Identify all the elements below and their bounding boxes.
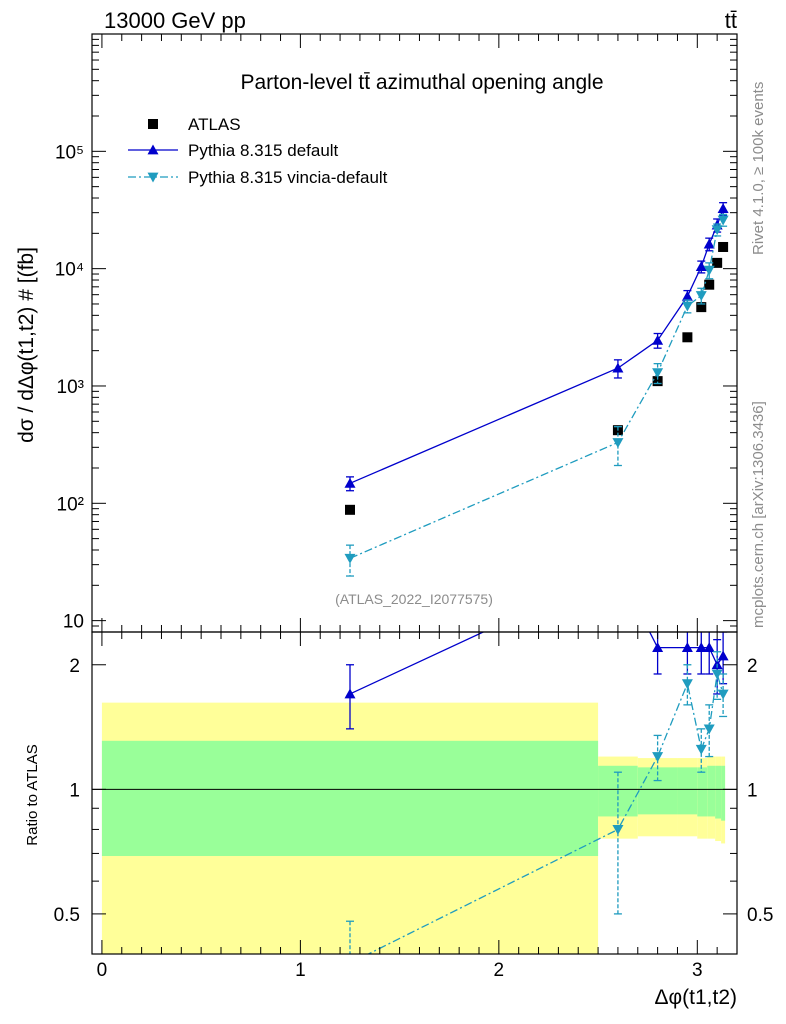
ratio-point-pythia-default xyxy=(652,642,664,653)
y-tick-label: 10 xyxy=(63,612,84,633)
legend-marker-atlas xyxy=(148,119,158,129)
y-tick-label: 10³ xyxy=(57,377,84,398)
ratio-point-pythia-default xyxy=(717,650,729,661)
x-tick-label: 2 xyxy=(494,960,505,981)
inner-band-bin xyxy=(721,765,726,821)
ratio-point-pythia-default xyxy=(681,642,693,653)
legend-label: Pythia 8.315 vincia-default xyxy=(188,168,388,187)
x-axis-label: Δφ(t1,t2) xyxy=(655,986,738,1009)
legend-marker-pythia-vincia xyxy=(147,172,159,183)
mcplots-label: mcplots.cern.ch [arXiv:1306.3436] xyxy=(750,401,767,628)
x-tick-label: 3 xyxy=(692,960,703,981)
ratio-y-tick-label-right: 0.5 xyxy=(747,905,773,926)
analysis-watermark: (ATLAS_2022_I2077575) xyxy=(335,591,493,607)
y-tick-label: 10⁴ xyxy=(55,260,84,281)
ratio-plot-frame xyxy=(91,631,738,955)
y-tick-label: 10⁵ xyxy=(55,142,84,163)
data-point-pythia-vincia xyxy=(711,225,723,236)
ratio-point-pythia-vincia xyxy=(681,679,693,690)
ratio-point-pythia-default xyxy=(612,564,623,574)
process-label: tt̄ xyxy=(725,8,737,33)
ratio-y-tick-label-right: 2 xyxy=(747,656,758,677)
data-point-pythia-vincia xyxy=(652,368,664,379)
y-axis-label: dσ / dΔφ(t1,t2) # [(fb] xyxy=(15,247,38,443)
ratio-y-tick-label-right: 1 xyxy=(747,780,758,801)
inner-band-bin xyxy=(707,765,716,817)
ratio-point-pythia-vincia xyxy=(612,825,624,835)
ratio-point-pythia-vincia xyxy=(652,752,664,763)
data-point-atlas xyxy=(682,332,693,343)
main-plot-series xyxy=(344,202,729,577)
data-point-pythia-vincia xyxy=(717,215,729,226)
ratio-point-pythia-vincia xyxy=(345,959,356,969)
data-point-atlas xyxy=(696,302,707,313)
x-tick-label: 0 xyxy=(97,960,108,981)
data-point-pythia-default xyxy=(344,477,356,488)
legend: ATLAS Pythia 8.315 default Pythia 8.315 vi… xyxy=(128,115,388,187)
legend-label: Pythia 8.315 default xyxy=(188,141,339,160)
data-point-atlas xyxy=(652,376,663,387)
data-point-pythia-default xyxy=(695,261,707,272)
inner-band-bin xyxy=(677,767,698,815)
ratio-y-tick-label-left: 0.5 xyxy=(54,905,80,926)
rivet-version-label: Rivet 4.1.0, ≥ 100k events xyxy=(750,82,767,255)
chart-title: Parton-level tt̄ azimuthal opening angle xyxy=(240,71,603,94)
data-point-pythia-default xyxy=(703,238,715,249)
data-point-pythia-default xyxy=(612,362,624,373)
data-point-pythia-vincia xyxy=(681,301,693,312)
ratio-plot-series xyxy=(344,564,729,969)
inner-band-bin xyxy=(715,765,722,819)
inner-band-bin xyxy=(101,740,599,857)
data-point-atlas xyxy=(704,279,715,290)
ratio-point-pythia-default xyxy=(695,642,707,653)
energy-label: 13000 GeV pp xyxy=(104,8,246,33)
uncertainty-bands xyxy=(101,702,726,954)
legend-label: ATLAS xyxy=(188,115,241,134)
ratio-point-pythia-vincia xyxy=(711,669,723,680)
ratio-point-pythia-default xyxy=(703,642,715,653)
series-line-1 xyxy=(349,208,724,484)
ratio-line-2 xyxy=(367,673,724,954)
inner-band-bin xyxy=(697,767,708,817)
data-point-pythia-vincia xyxy=(703,265,715,276)
ratio-y-tick-label-left: 1 xyxy=(69,780,80,801)
data-point-pythia-vincia xyxy=(612,438,624,448)
legend-marker-pythia-default xyxy=(147,144,159,155)
data-point-pythia-default xyxy=(681,290,693,301)
ratio-point-pythia-vincia xyxy=(695,744,707,755)
data-point-atlas xyxy=(712,257,723,268)
data-point-pythia-vincia xyxy=(695,291,707,302)
series-line-2 xyxy=(349,219,724,559)
ratio-y-tick-label-left: 2 xyxy=(69,656,80,677)
x-tick-label: 1 xyxy=(295,960,306,981)
data-point-atlas xyxy=(345,504,355,515)
data-point-atlas xyxy=(718,241,729,252)
data-point-pythia-vincia xyxy=(344,553,356,564)
data-point-pythia-default xyxy=(652,334,664,345)
ratio-point-pythia-vincia xyxy=(717,689,729,700)
data-point-pythia-default xyxy=(717,203,729,213)
y-tick-label: 10² xyxy=(57,494,84,515)
axis-ticks: 0 1 2 3 10 10² 10³ 10⁴ 10⁵ 0.5 0.5 1 1 2 2 xyxy=(54,33,773,981)
ratio-point-pythia-default xyxy=(344,688,356,699)
ratio-axis-label: Ratio to ATLAS xyxy=(24,744,41,845)
ratio-point-pythia-vincia xyxy=(703,724,715,735)
